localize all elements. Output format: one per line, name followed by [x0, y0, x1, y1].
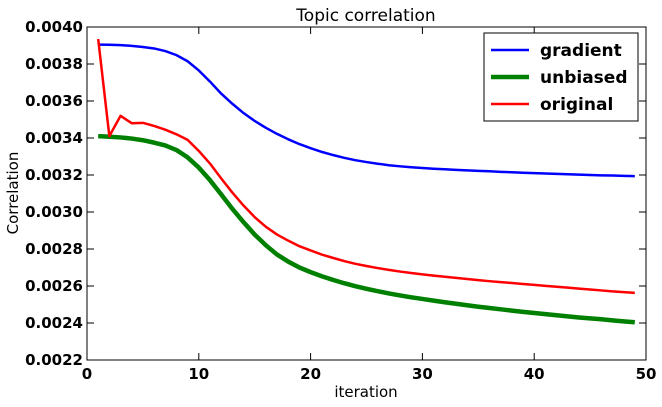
x-tick-label: 20: [300, 365, 321, 383]
y-tick-label: 0.0040: [25, 18, 83, 36]
x-tick-label: 30: [412, 365, 433, 383]
y-tick-label: 0.0038: [25, 55, 83, 73]
y-tick-label: 0.0022: [25, 351, 83, 369]
legend: gradient unbiased original: [483, 32, 639, 122]
x-axis-title: iteration: [334, 383, 397, 401]
legend-label-original: original: [540, 95, 613, 115]
x-tick-label: 50: [636, 365, 657, 383]
axis-ticks: 0 10 20 30 40 50 0.0022 0.0024 0.0026 0.0028 0.003…: [25, 18, 656, 383]
y-tick-label: 0.0030: [25, 203, 83, 221]
plot-frame: [86, 26, 647, 361]
y-tick-label: 0.0026: [25, 277, 83, 295]
y-tick-label: 0.0028: [25, 240, 83, 258]
series-line-unbiased: [98, 133, 636, 325]
x-tick-label: 10: [188, 365, 209, 383]
series-line-gradient: [98, 43, 635, 178]
y-tick-label: 0.0024: [25, 314, 83, 332]
x-tick-label: 40: [524, 365, 545, 383]
plot-area: [96, 38, 636, 325]
legend-label-gradient: gradient: [540, 41, 622, 61]
legend-label-unbiased: unbiased: [540, 68, 628, 88]
x-tick-label: 0: [82, 365, 92, 383]
series-line-original: [96, 38, 635, 295]
y-tick-label: 0.0034: [25, 129, 83, 147]
y-tick-label: 0.0036: [25, 92, 83, 110]
chart-title: Topic correlation: [295, 6, 435, 26]
y-tick-label: 0.0032: [25, 166, 83, 184]
y-axis-title: Correlation: [4, 152, 22, 235]
